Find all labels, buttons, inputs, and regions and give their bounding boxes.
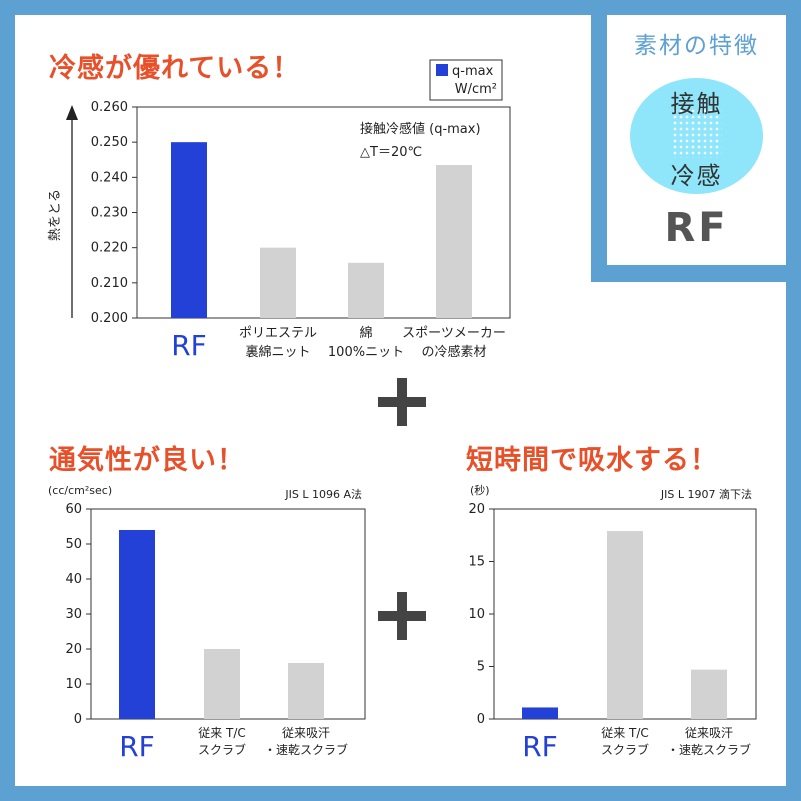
bar-0 [119,530,155,719]
category-label: スポーツメーカー [402,326,506,341]
headline-air: 通気性が良い！ [49,445,245,476]
category-label: 裏綿ニット [245,345,310,360]
bar-1 [204,649,240,719]
headline-cool: 冷感が優れている！ [49,53,301,84]
category-label: 従来吸汗 [282,726,330,740]
category-label: 従来 T/C [198,726,246,740]
category-label: 100%ニット [328,345,404,360]
y-tick-label: 0.210 [91,276,128,291]
y-arrow-head-icon [66,105,78,120]
y-tick-label: 20 [65,642,82,657]
water-unit-label: (秒) [470,483,490,497]
badge-word-top: 接触 [670,90,723,118]
qmax-legend-line2: W/cm² [455,82,497,97]
y-tick-label: 0.260 [91,100,128,115]
category-label: ・速乾スクラブ [264,742,348,757]
headline-water: 短時間で吸水する！ [466,445,718,476]
category-label: ・速乾スクラブ [667,742,751,757]
qmax-legend-swatch [436,64,448,76]
bar-1 [260,247,296,318]
y-tick-label: 60 [65,502,82,517]
category-label: スクラブ [198,742,246,757]
y-tick-label: 0 [74,712,82,727]
category-label: ポリエステル [239,326,317,341]
bar-2 [288,663,324,719]
y-tick-label: 0 [477,712,485,727]
y-tick-label: 0.250 [91,135,128,150]
y-tick-label: 0.240 [91,170,128,185]
y-tick-label: 20 [468,502,485,517]
plus-icon-middle [378,592,426,640]
y-tick-label: 10 [468,607,485,622]
air-unit-label: (cc/cm²sec) [48,484,112,497]
badge-dot-pattern [672,108,722,158]
y-tick-label: 0.220 [91,241,128,256]
category-label-rf: RF [171,329,207,362]
bar-3 [436,165,472,318]
y-tick-label: 30 [65,607,82,622]
badge-product: RF [664,205,729,251]
badge-title: 素材の特徴 [634,33,759,59]
category-label: の冷感素材 [421,344,486,360]
bar-1 [607,531,643,719]
category-label: スクラブ [601,742,649,757]
y-tick-label: 50 [65,537,82,552]
y-tick-label: 15 [468,555,485,570]
category-label: 従来吸汗 [685,726,733,740]
badge-word-bottom: 冷感 [670,162,723,190]
qmax-ylabel: 熱をとる [48,189,63,241]
y-tick-label: 10 [65,677,82,692]
y-tick-label: 0.230 [91,206,128,221]
qmax-annotation-line1: 接触冷感値 (q-max) [360,121,481,137]
category-label: 綿 [359,326,372,341]
category-label-rf: RF [119,730,155,763]
water-method: JIS L 1907 滴下法 [660,487,752,501]
bar-0 [171,142,207,318]
category-label: 従来 T/C [601,726,649,740]
bar-0 [522,707,558,719]
qmax-annotation-line2: △T＝20℃ [360,145,422,160]
qmax-legend-line1: q-max [452,64,494,79]
y-tick-label: 40 [65,572,82,587]
category-label-rf: RF [522,730,558,763]
plus-icon-top [378,378,426,426]
y-tick-label: 0.200 [91,311,128,326]
bar-2 [348,262,384,318]
y-tick-label: 5 [477,660,485,675]
bar-2 [691,669,727,719]
air-method: JIS L 1096 A法 [284,487,362,501]
